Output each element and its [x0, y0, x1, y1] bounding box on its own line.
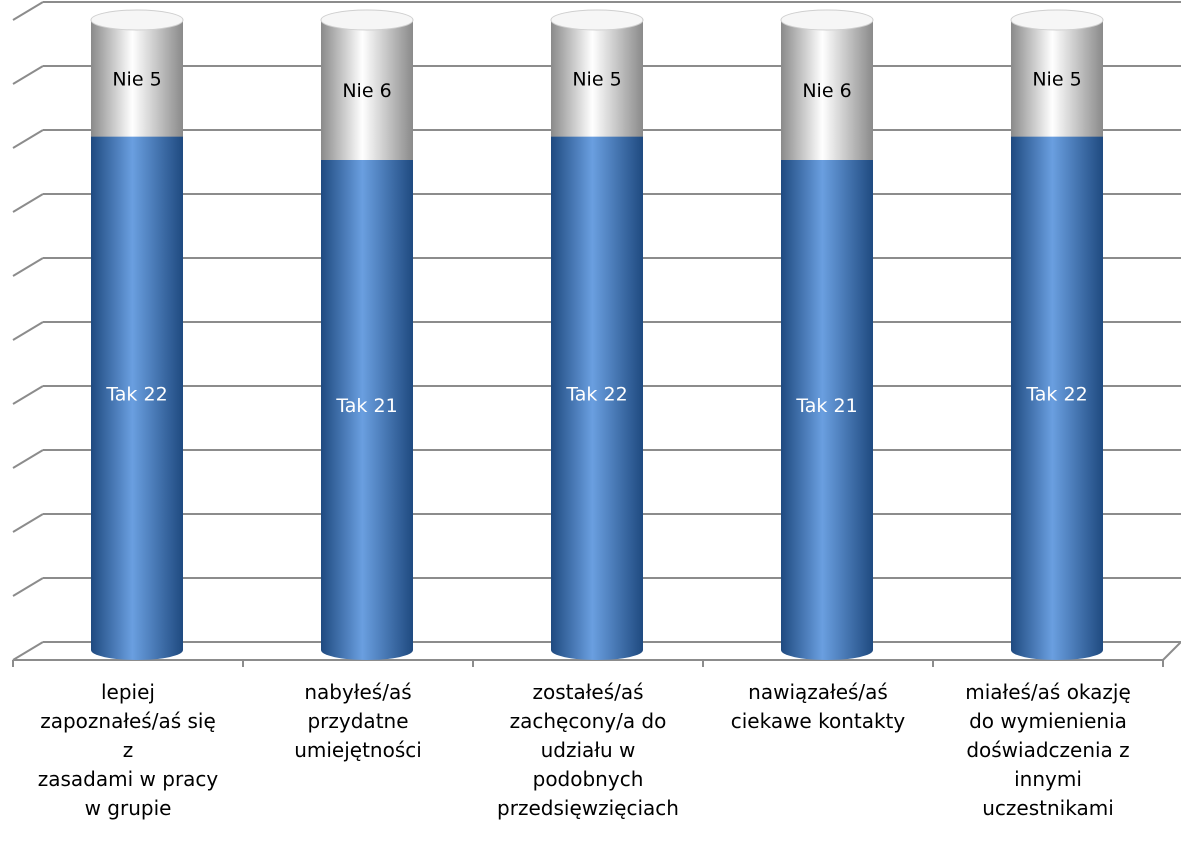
bar-top-cap [550, 9, 644, 31]
bar-body [551, 136, 643, 650]
bar-nie-1 [90, 9, 184, 147]
bar-top-cap [320, 9, 414, 31]
data-labels: Tak 22 Nie 5 Tak 21 Nie 6 Tak 22 Nie 5 Tak 21 N… [105, 68, 1087, 417]
bar-body [91, 136, 183, 650]
bar-body [781, 160, 873, 650]
bar-nie-3 [550, 9, 644, 147]
data-label-nie-1: Nie 5 [112, 68, 161, 90]
category-label-line: nabyłeś/aś [304, 680, 412, 704]
category-label-line: przydatne [307, 709, 409, 733]
bar-base [1011, 640, 1103, 660]
category-label-line: innymi [1014, 767, 1082, 791]
category-label-4: nawiązałeś/aś ciekawe kontakty [723, 678, 913, 736]
data-label-tak-1: Tak 22 [105, 383, 167, 405]
bar-body [91, 20, 183, 137]
bar-base [91, 640, 183, 660]
data-label-tak-5: Tak 22 [1025, 383, 1087, 405]
category-label-3: zostałeś/aś zachęcony/a do udziału w podobn… [493, 678, 683, 823]
bar-top-cap [90, 9, 184, 31]
category-label-line: w grupie [84, 796, 172, 820]
gridline-side [12, 193, 44, 213]
gridline-side [12, 257, 44, 277]
bar-body [781, 20, 873, 160]
category-label-line: zasadami w pracy [37, 767, 219, 791]
bar-body [321, 160, 413, 650]
gridline-side [12, 385, 44, 405]
bar-body [1011, 136, 1103, 650]
bar-top-cap [1010, 9, 1104, 31]
gridline-side [12, 1, 44, 21]
bar-tak-3 [551, 136, 643, 660]
gridline-side [12, 129, 44, 149]
category-label-line: udziału w [540, 738, 636, 762]
gridline-side [12, 321, 44, 341]
category-label-1: lepiej zapoznałeś/aś się z zasadami w prac… [33, 678, 223, 823]
category-label-line: umiejętności [294, 738, 422, 762]
bar-tak-2 [321, 160, 413, 660]
category-label-line: przedsięwzięciach [497, 796, 679, 820]
category-label-line: zostałeś/aś [532, 680, 644, 704]
gridline-side [12, 65, 44, 85]
category-label-line: doświadczenia z [966, 738, 1130, 762]
category-label-line: zachęcony/a do [509, 709, 667, 733]
bar-base [551, 640, 643, 660]
category-label-2: nabyłeś/aś przydatne umiejętności [263, 678, 453, 765]
category-label-line: podobnych [532, 767, 644, 791]
bar-base [321, 640, 413, 660]
data-label-tak-2: Tak 21 [335, 395, 397, 417]
bar-body [321, 20, 413, 160]
bar-tak-5 [1011, 136, 1103, 660]
axis-floor-side [1162, 641, 1181, 661]
category-label-line: zapoznałeś/aś się z [40, 709, 216, 762]
gridline-side [12, 449, 44, 469]
data-label-nie-4: Nie 6 [802, 80, 851, 102]
data-label-nie-2: Nie 6 [342, 80, 391, 102]
gridline-side [12, 513, 44, 533]
category-label-line: nawiązałeś/aś [748, 680, 888, 704]
data-label-nie-5: Nie 5 [1032, 68, 1081, 90]
bar-top-cap [780, 9, 874, 31]
category-label-line: ciekawe kontakty [730, 709, 906, 733]
category-label-5: miałeś/aś okazję do wymienienia doświadcze… [953, 678, 1143, 823]
gridline-side [12, 641, 44, 661]
bar-tak-1 [91, 136, 183, 660]
gridline-side [12, 577, 44, 597]
bars [90, 9, 1104, 660]
data-label-tak-4: Tak 21 [795, 395, 857, 417]
data-label-nie-3: Nie 5 [572, 68, 621, 90]
category-label-line: miałeś/aś okazję [965, 680, 1131, 704]
bar-body [551, 20, 643, 137]
data-label-tak-3: Tak 22 [565, 383, 627, 405]
bar-body [1011, 20, 1103, 137]
bar-tak-4 [781, 160, 873, 660]
category-label-line: do wymienienia [969, 709, 1127, 733]
category-label-line: lepiej [101, 680, 155, 704]
bar-base [781, 640, 873, 660]
category-label-line: uczestnikami [982, 796, 1114, 820]
